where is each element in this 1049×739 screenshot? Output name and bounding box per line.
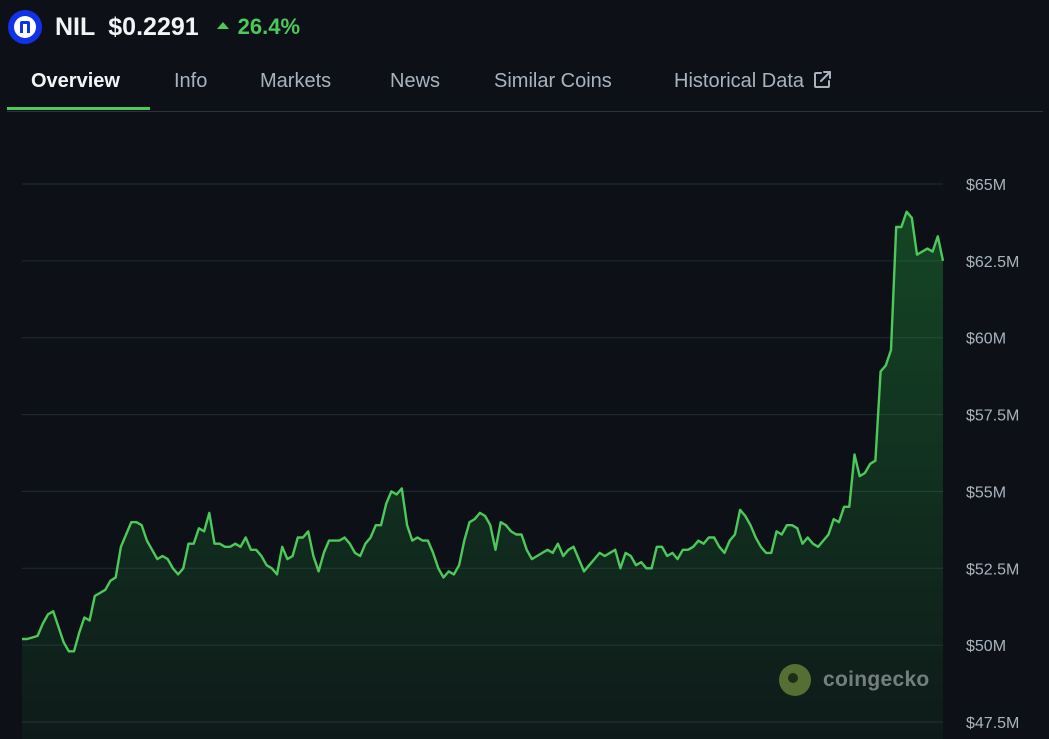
y-tick-label: $65M <box>966 177 1006 194</box>
price-change: 26.4% <box>216 14 301 40</box>
watermark-text: coingecko <box>823 668 930 691</box>
coin-price: $0.2291 <box>108 12 199 41</box>
market-cap-chart[interactable]: $65M $62.5M $60M $57.5M $55M $52.5M $50M $47.5M <box>0 120 1049 739</box>
tab-news[interactable]: News <box>390 70 441 92</box>
y-tick-label: $60M <box>966 331 1006 348</box>
y-tick-label: $47.5M <box>966 715 1019 732</box>
external-link-icon <box>814 71 832 88</box>
y-tick-label: $62.5M <box>966 254 1019 271</box>
y-tick-label: $50M <box>966 638 1006 655</box>
tab-overview[interactable]: Overview <box>31 70 120 92</box>
nil-logo-icon <box>8 10 42 44</box>
chart-line <box>22 210 945 653</box>
tab-divider <box>7 111 1043 112</box>
price-change-value: 26.4% <box>237 14 301 39</box>
coin-symbol: NIL <box>55 12 96 41</box>
coingecko-watermark: coingecko <box>779 664 930 696</box>
tab-markets[interactable]: Markets <box>260 70 332 92</box>
y-tick-label: $55M <box>966 484 1006 501</box>
coin-header: NIL $0.2291 26.4% <box>8 9 300 45</box>
tab-historical-data[interactable]: Historical Data <box>674 70 832 93</box>
y-tick-label: $52.5M <box>966 561 1019 578</box>
tab-info[interactable]: Info <box>174 70 208 92</box>
tab-historical-data-label: Historical Data <box>674 70 805 92</box>
active-tab-indicator <box>7 107 150 110</box>
coingecko-logo-icon <box>779 664 811 696</box>
caret-up-icon <box>216 22 229 29</box>
chart-area-fill <box>22 211 943 739</box>
tab-bar: Overview Info Markets News Similar Coins… <box>7 56 1049 112</box>
y-tick-label: $57.5M <box>966 408 1019 425</box>
tab-similar-coins[interactable]: Similar Coins <box>494 70 612 92</box>
